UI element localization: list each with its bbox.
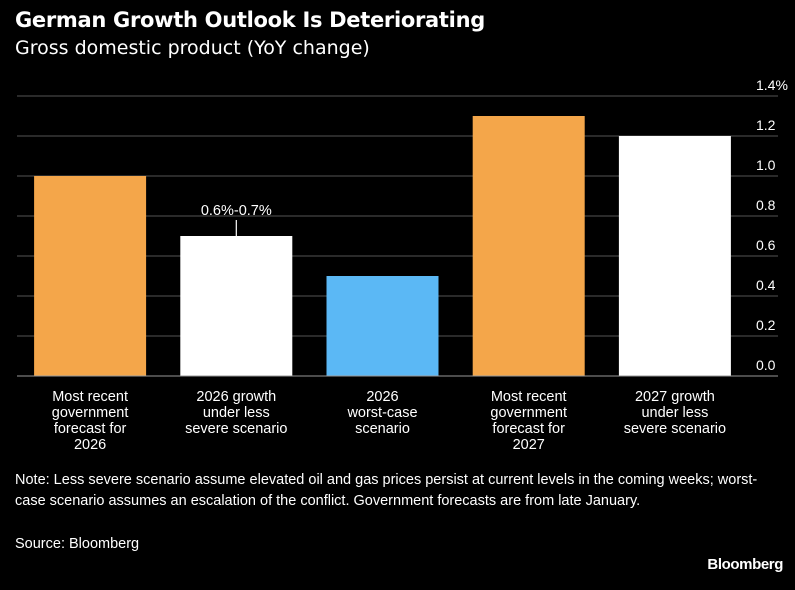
bar-chart: 0.00.20.40.60.81.01.21.4%Most recentgove… xyxy=(17,77,788,453)
y-tick-label: 0.2 xyxy=(756,317,776,333)
x-category-label: 2026 xyxy=(74,437,106,453)
x-category-label: Most recent xyxy=(52,389,128,405)
x-category-label: forecast for xyxy=(54,421,127,437)
x-category-label: Most recent xyxy=(491,389,567,405)
x-category-label: worst-case xyxy=(346,405,417,421)
x-category-label: severe scenario xyxy=(185,421,287,437)
x-category-label: 2027 xyxy=(513,437,545,453)
x-category-label: scenario xyxy=(355,421,410,437)
y-tick-label: 1.4% xyxy=(756,77,788,93)
chart-title: German Growth Outlook Is Deteriorating xyxy=(15,8,485,32)
bar xyxy=(326,276,439,376)
bar xyxy=(34,176,147,376)
bar xyxy=(618,136,731,376)
x-category-label: government xyxy=(490,405,567,421)
y-tick-label: 1.0 xyxy=(756,157,776,173)
bloomberg-logo: Bloomberg xyxy=(707,556,783,573)
x-category-label: government xyxy=(52,405,129,421)
bar xyxy=(472,116,585,376)
y-tick-label: 0.6 xyxy=(756,237,776,253)
x-category-label: 2026 growth xyxy=(196,389,276,405)
y-tick-label: 0.8 xyxy=(756,197,776,213)
x-category-label: under less xyxy=(641,405,708,421)
x-category-label: 2026 xyxy=(366,389,398,405)
y-tick-label: 1.2 xyxy=(756,117,776,133)
y-tick-label: 0.4 xyxy=(756,277,776,293)
chart-subtitle: Gross domestic product (YoY change) xyxy=(15,37,370,59)
x-category-label: forecast for xyxy=(492,421,565,437)
x-category-label: severe scenario xyxy=(624,421,726,437)
bar-annotation-label: 0.6%-0.7% xyxy=(201,203,272,219)
chart-note: Note: Less severe scenario assume elevat… xyxy=(15,472,758,509)
chart-source: Source: Bloomberg xyxy=(15,536,140,552)
x-category-label: under less xyxy=(203,405,270,421)
x-category-label: 2027 growth xyxy=(635,389,715,405)
bar xyxy=(180,236,293,376)
y-tick-label: 0.0 xyxy=(756,357,776,373)
